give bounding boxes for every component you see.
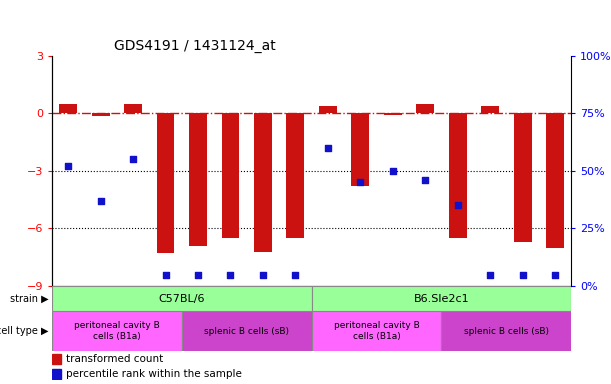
Text: splenic B cells (sB): splenic B cells (sB)	[464, 327, 549, 336]
Bar	[481, 106, 499, 113]
Text: splenic B cells (sB): splenic B cells (sB)	[204, 327, 289, 336]
Bar	[254, 113, 272, 252]
Bar	[514, 113, 532, 242]
Bar	[59, 104, 77, 113]
Text: GDS4191 / 1431124_at: GDS4191 / 1431124_at	[114, 39, 276, 53]
Bar	[351, 113, 369, 186]
Bar	[319, 106, 337, 113]
Bar	[92, 113, 109, 116]
Bar	[222, 113, 240, 238]
Point	[453, 202, 463, 209]
Bar	[448, 113, 467, 238]
Text: strain ▶: strain ▶	[10, 293, 49, 304]
Bar	[52, 286, 312, 311]
Text: peritoneal cavity B
cells (B1a): peritoneal cavity B cells (B1a)	[74, 321, 159, 341]
Text: B6.Sle2c1: B6.Sle2c1	[414, 293, 469, 304]
Point	[193, 271, 203, 278]
Point	[96, 198, 106, 204]
Point	[388, 168, 398, 174]
Point	[290, 271, 300, 278]
Bar	[182, 311, 312, 351]
Text: transformed count: transformed count	[67, 354, 164, 364]
Bar	[312, 311, 442, 351]
Point	[225, 271, 235, 278]
Point	[128, 156, 138, 162]
Bar	[416, 104, 434, 113]
Bar	[546, 113, 564, 248]
Text: cell type ▶: cell type ▶	[0, 326, 49, 336]
Point	[550, 271, 560, 278]
Text: percentile rank within the sample: percentile rank within the sample	[67, 369, 243, 379]
Point	[258, 271, 268, 278]
Bar	[52, 369, 61, 379]
Point	[356, 179, 365, 185]
Point	[323, 145, 333, 151]
Point	[485, 271, 495, 278]
Point	[64, 163, 73, 169]
Text: C57BL/6: C57BL/6	[158, 293, 205, 304]
Point	[518, 271, 527, 278]
Bar	[52, 311, 182, 351]
Bar	[442, 311, 571, 351]
Bar	[312, 286, 571, 311]
Text: peritoneal cavity B
cells (B1a): peritoneal cavity B cells (B1a)	[334, 321, 419, 341]
Point	[161, 271, 170, 278]
Bar	[156, 113, 175, 253]
Bar	[189, 113, 207, 246]
Bar	[384, 113, 401, 115]
Bar	[124, 104, 142, 113]
Bar	[287, 113, 304, 238]
Bar	[52, 354, 61, 364]
Point	[420, 177, 430, 183]
